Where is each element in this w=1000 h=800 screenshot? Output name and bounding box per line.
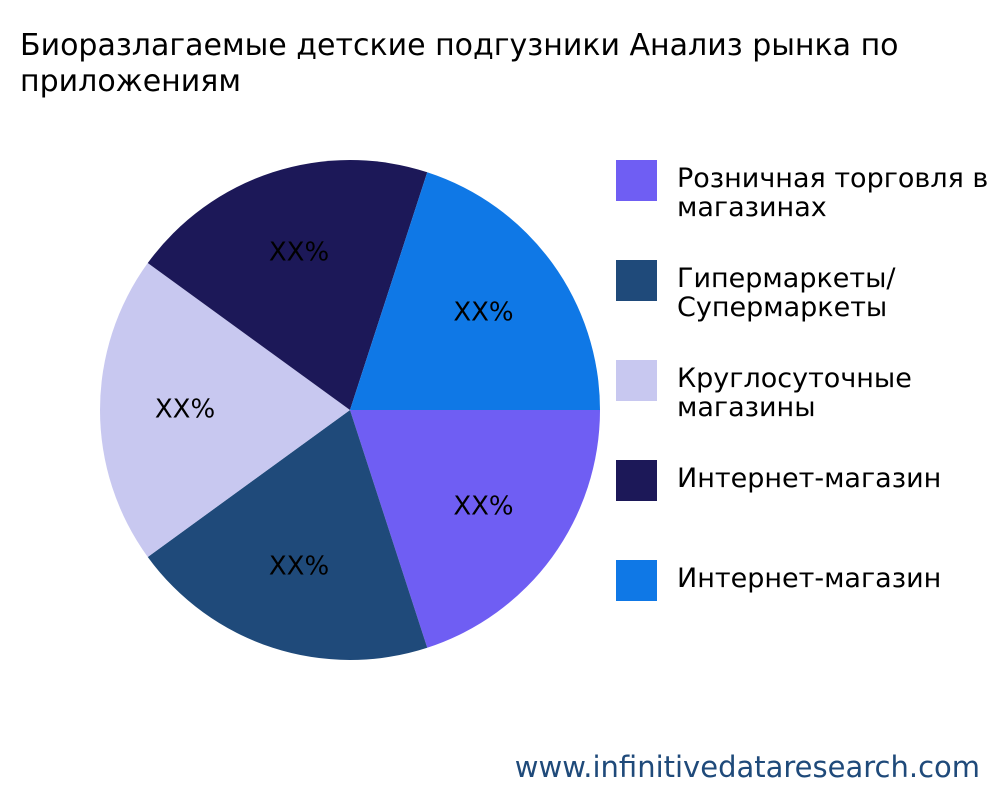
slice-label: XX% <box>453 298 513 328</box>
legend-label: Интернет-магазин <box>677 463 942 494</box>
legend-label: Розничная торговля в магазинах <box>677 163 989 223</box>
legend-label: Круглосуточные магазины <box>677 363 912 423</box>
watermark: www.infinitivedataresearch.com <box>514 750 980 784</box>
legend-swatch <box>616 160 657 201</box>
legend-swatch <box>616 360 657 401</box>
pie-slice <box>350 410 600 648</box>
slice-label: XX% <box>269 551 329 581</box>
slice-label: XX% <box>155 395 215 425</box>
chart-title: Биоразлагаемые детские подгузники Анализ… <box>20 28 899 99</box>
pie-slice <box>350 172 600 410</box>
legend-label: Гипермаркеты/Супермаркеты <box>677 263 896 323</box>
pie-slice <box>147 160 428 410</box>
legend-swatch <box>616 560 657 601</box>
pie-slice <box>147 410 428 660</box>
slice-label: XX% <box>269 238 329 268</box>
legend-label: Интернет-магазин <box>677 563 942 594</box>
legend-swatch <box>616 460 657 501</box>
pie-slice <box>100 263 350 557</box>
legend-swatch <box>616 260 657 301</box>
slice-label: XX% <box>453 491 513 521</box>
